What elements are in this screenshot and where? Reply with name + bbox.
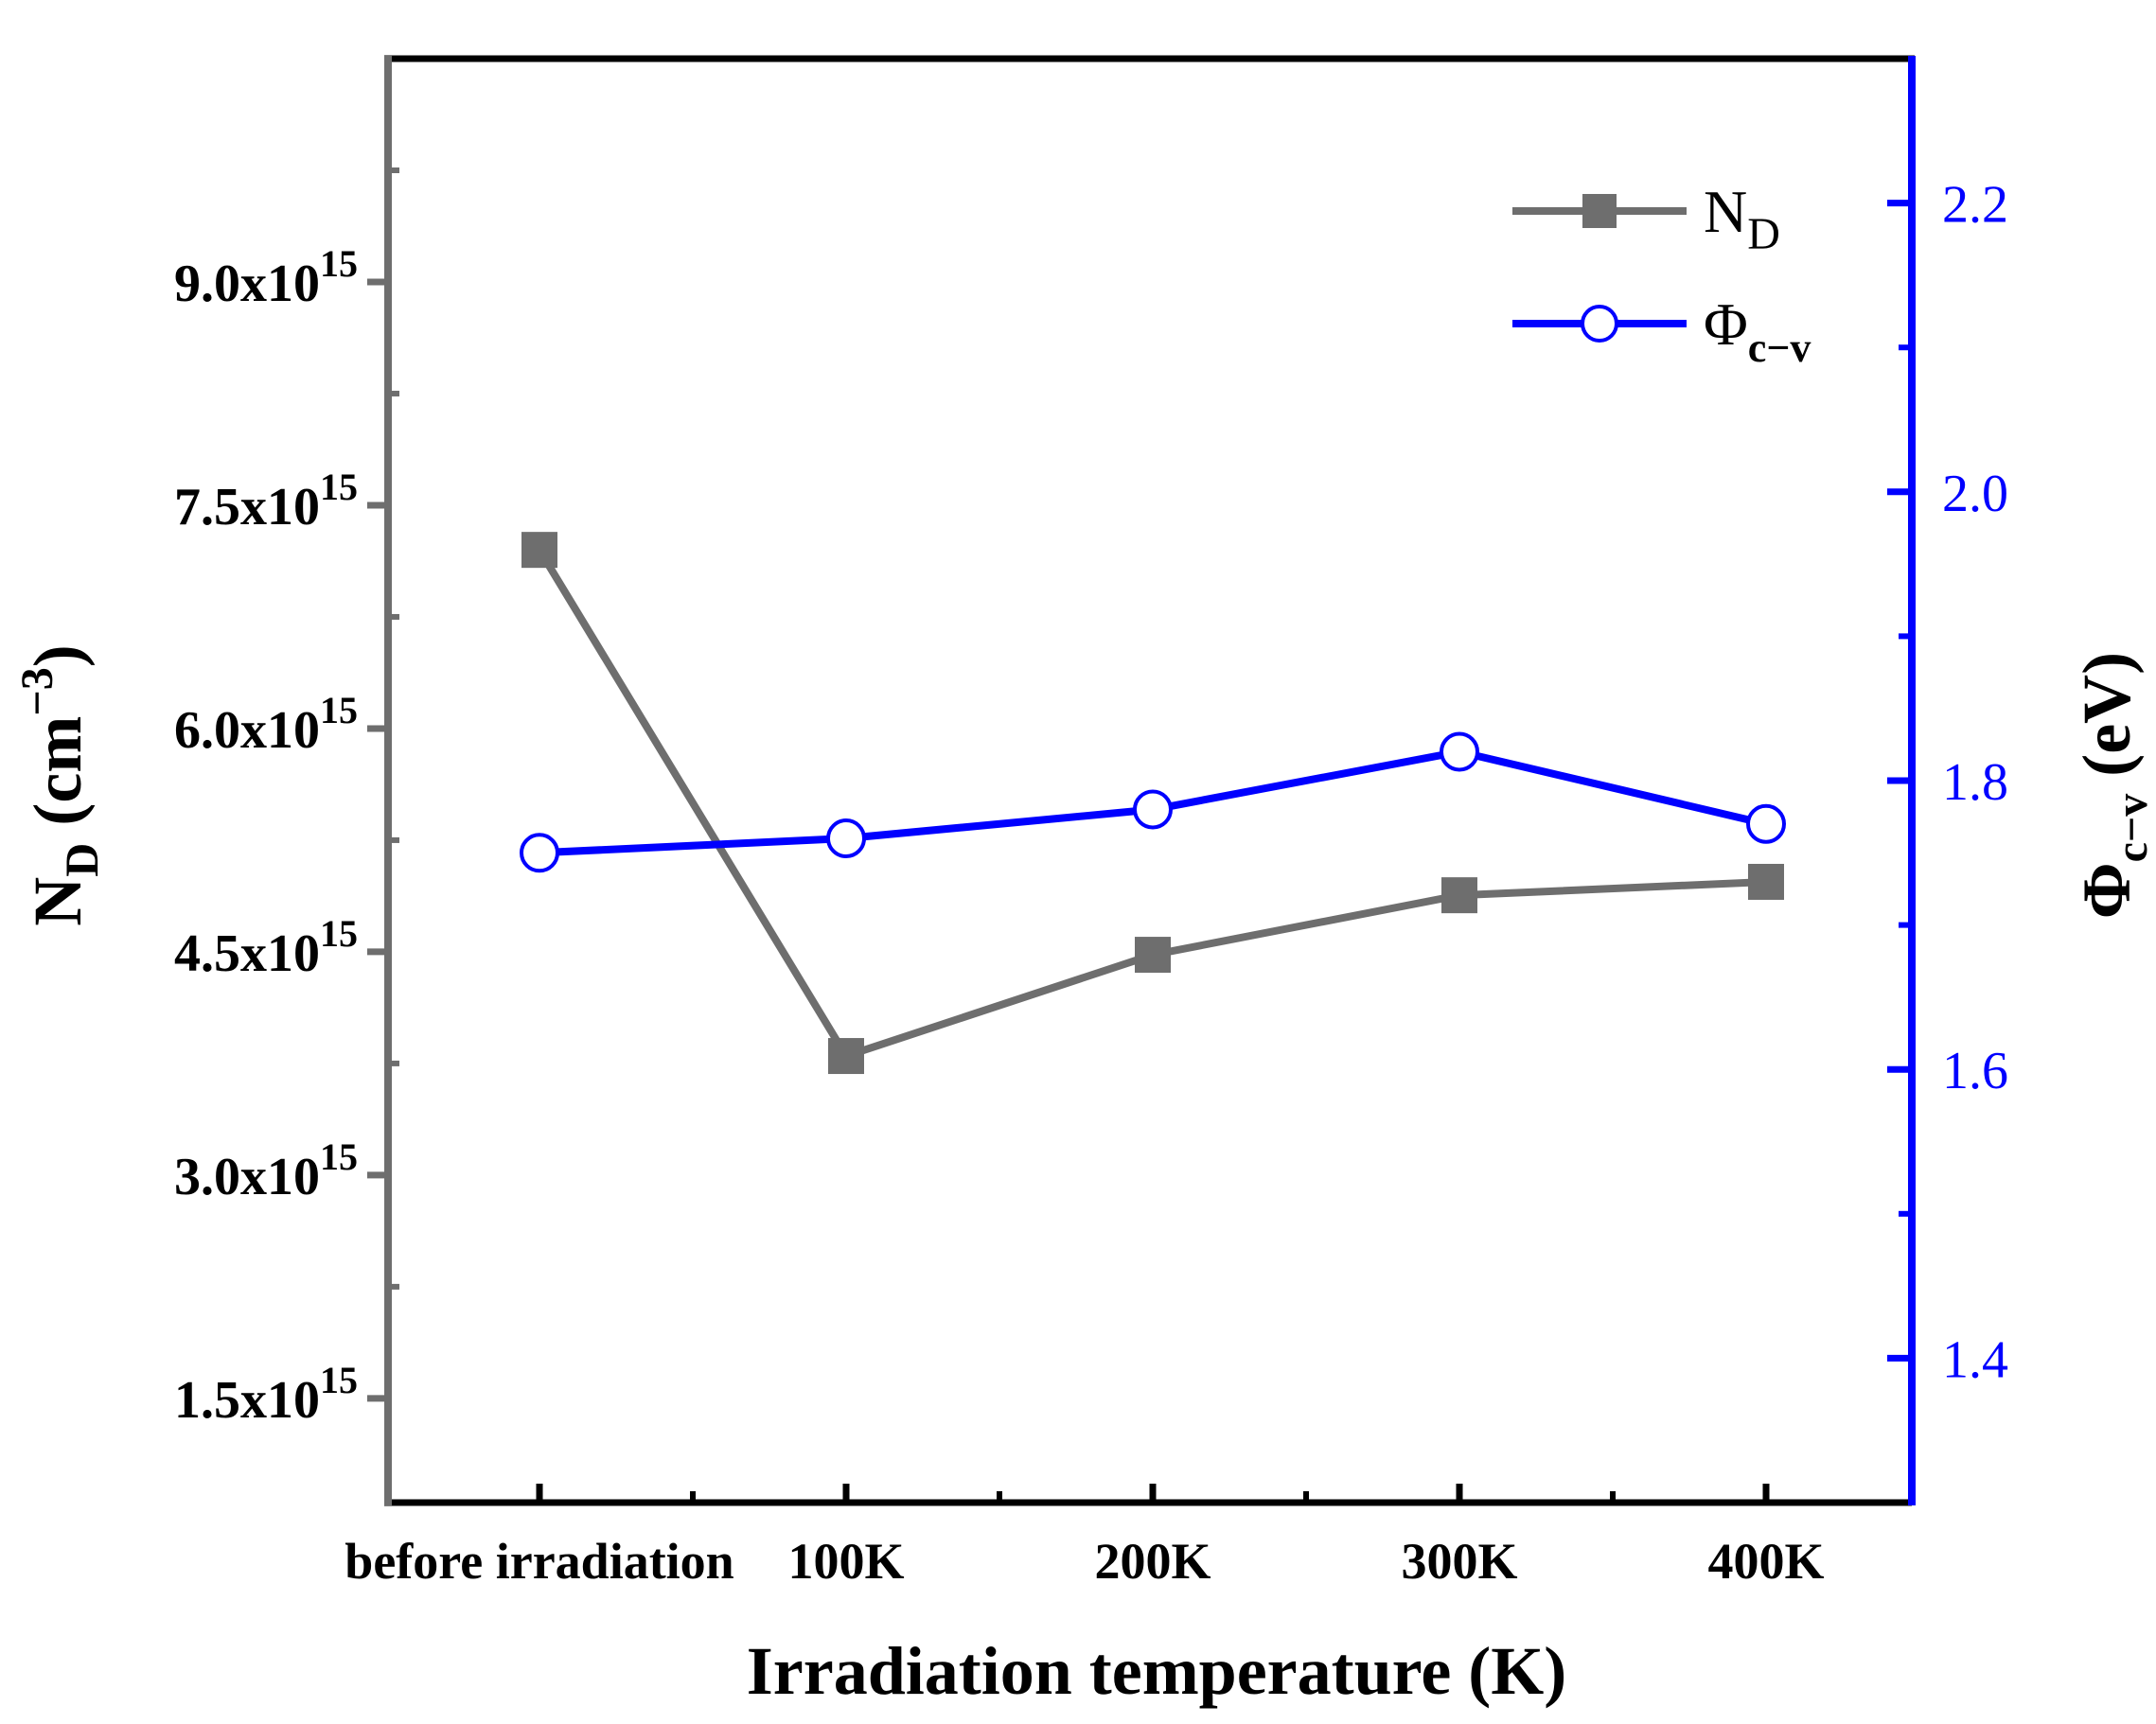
axes — [384, 55, 1916, 1506]
data-point-nd — [828, 1038, 864, 1075]
y-right-tick-label: 2.0 — [1942, 465, 2008, 523]
data-point-phi — [1746, 803, 1786, 844]
x-tick-label: 200K — [1094, 1533, 1211, 1590]
legend-item-phi: Φc−v — [1512, 290, 1811, 371]
y-left-tick-label: 6.0x1015 — [174, 689, 358, 760]
labels: 1.5x1015 3.0x1015 4.5x1015 6.0x1015 7.5x1015… — [174, 176, 2008, 1590]
y-right-tick-label: 1.8 — [1942, 753, 2008, 812]
data-point-nd — [1748, 863, 1784, 900]
x-tick-label: before irradiation — [345, 1533, 733, 1590]
data-point-phi — [520, 833, 559, 873]
y-left-tick-label: 4.5x1015 — [174, 912, 358, 983]
data-point-nd — [521, 532, 557, 569]
ticks — [367, 167, 1912, 1503]
legend-marker-circle — [1581, 305, 1618, 343]
y-right-tick-label: 1.4 — [1942, 1330, 2008, 1389]
data-point-phi — [1133, 789, 1173, 830]
legend-marker-square — [1582, 194, 1617, 228]
x-tick-label: 300K — [1401, 1533, 1517, 1590]
legend-item-nd: ND — [1512, 178, 1780, 259]
y-left-tick-label: 3.0x1015 — [174, 1135, 358, 1206]
x-tick-label: 100K — [787, 1533, 904, 1590]
y-left-axis-title: ND (cm−3) — [12, 644, 108, 925]
data-point-phi — [826, 818, 866, 859]
x-tick-label: 400K — [1707, 1533, 1824, 1590]
data-point-nd — [1135, 937, 1171, 974]
data-point-phi — [1440, 731, 1479, 772]
x-axis-title: Irradiation temperature (K) — [747, 1633, 1566, 1709]
y-right-axis-title: Φc−v (eV) — [2069, 652, 2156, 919]
y-left-tick-label: 9.0x1015 — [174, 242, 358, 313]
data-point-nd — [1441, 877, 1477, 914]
svg-text:ND: ND — [1704, 178, 1780, 259]
y-right-tick-label: 1.6 — [1942, 1042, 2008, 1100]
legend: ND Φc−v — [1512, 178, 1811, 371]
svg-text:Φc−v: Φc−v — [1704, 290, 1811, 371]
y-left-tick-label: 7.5x1015 — [174, 466, 358, 537]
series — [520, 532, 1786, 1075]
y-left-tick-label: 1.5x1015 — [174, 1359, 358, 1430]
y-right-tick-label: 2.2 — [1942, 176, 2008, 235]
